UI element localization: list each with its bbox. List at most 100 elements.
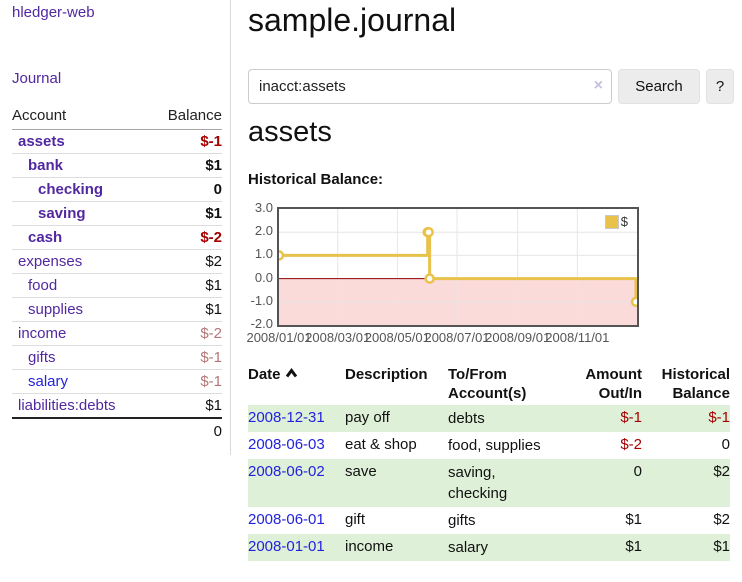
transaction-amount: $-2 <box>620 436 642 453</box>
main-content: sample.journal × Search ? assets Histori… <box>246 0 742 582</box>
search-form: × Search ? <box>248 69 734 104</box>
account-link[interactable]: income <box>18 325 67 342</box>
account-balance: $1 <box>205 301 222 318</box>
transaction-date-link[interactable]: 2008-06-03 <box>248 436 325 453</box>
account-row-food: food $1 <box>12 274 222 298</box>
date-column-header[interactable]: Date <box>248 362 345 405</box>
brand-link[interactable]: hledger-web <box>12 4 95 21</box>
transaction-accounts: saving, checking <box>448 464 508 502</box>
transaction-description: pay off <box>345 409 390 426</box>
account-link[interactable]: checking <box>38 181 104 198</box>
page-title: sample.journal <box>248 2 457 38</box>
sidebar: hledger-web Journal Account Balance asse… <box>0 0 231 455</box>
transaction-accounts: salary <box>448 539 489 556</box>
register-row: 2008-06-03 eat & shop food, supplies $-2… <box>248 432 730 459</box>
account-balance: $1 <box>205 397 222 414</box>
account-heading: assets <box>248 116 332 148</box>
account-row-cash: cash $-2 <box>12 226 222 250</box>
account-tree-table: Account Balance assets $-1 bank $1 check… <box>12 103 222 443</box>
register-table: Date Description To/From Account(s) Amou… <box>248 362 730 561</box>
account-row-saving: saving $1 <box>12 202 222 226</box>
account-link[interactable]: assets <box>18 133 65 150</box>
chart-x-axis: 2008/01/01 2008/03/01 2008/05/01 2008/07/01… <box>246 330 610 345</box>
account-balance: $-1 <box>200 349 222 366</box>
chart-canvas <box>279 209 637 325</box>
account-row-supplies: supplies $1 <box>12 298 222 322</box>
account-balance: $2 <box>205 253 222 270</box>
account-balance: $-1 <box>200 373 222 390</box>
account-link[interactable]: bank <box>28 157 64 174</box>
register-row: 2008-12-31 pay off debts $-1 $-1 <box>248 405 730 432</box>
register-header-row: Date Description To/From Account(s) Amou… <box>248 362 730 405</box>
transaction-description: income <box>345 538 394 555</box>
account-link[interactable]: supplies <box>28 301 84 318</box>
balance-column-header: Balance <box>167 107 222 124</box>
account-row-checking: checking 0 <box>12 178 222 202</box>
account-row-gifts: gifts $-1 <box>12 346 222 370</box>
account-link[interactable]: liabilities:debts <box>18 397 116 414</box>
search-button[interactable]: Search <box>618 69 700 104</box>
account-row-income: income $-2 <box>12 322 222 346</box>
account-balance: $1 <box>205 205 222 222</box>
chart-label: Historical Balance: <box>248 171 384 188</box>
register-row: 2008-06-01 gift gifts $1 $2 <box>248 507 730 534</box>
transaction-amount: $1 <box>625 511 642 528</box>
account-link[interactable]: cash <box>28 229 63 246</box>
transaction-balance: $2 <box>713 511 730 528</box>
account-link[interactable]: gifts <box>28 349 56 366</box>
chart-plot-area: $ <box>277 207 639 327</box>
account-link[interactable]: salary <box>28 373 69 390</box>
transaction-description: save <box>345 463 377 480</box>
transaction-balance: $2 <box>713 463 730 480</box>
account-balance: $1 <box>205 157 222 174</box>
legend-label: $ <box>620 214 628 229</box>
account-balance: $1 <box>205 277 222 294</box>
transaction-date-link[interactable]: 2008-12-31 <box>248 409 325 426</box>
balance-column-header: Historical Balance <box>661 366 730 402</box>
account-balance: $-1 <box>200 133 222 150</box>
accounts-column-header: To/From Account(s) <box>448 366 527 402</box>
transaction-date-link[interactable]: 2008-06-02 <box>248 463 325 480</box>
amount-column-header: Amount Out/In <box>585 366 642 402</box>
transaction-balance: $1 <box>713 538 730 555</box>
transaction-balance: $-1 <box>708 409 730 426</box>
register-row: 2008-06-02 save saving, checking 0 $2 <box>248 459 730 507</box>
account-link[interactable]: saving <box>38 205 86 222</box>
transaction-description: eat & shop <box>345 436 417 453</box>
help-button[interactable]: ? <box>706 69 734 104</box>
accounts-total-value: 0 <box>213 422 222 440</box>
account-row-assets: assets $-1 <box>12 130 222 154</box>
description-column-header: Description <box>345 366 428 383</box>
clear-icon[interactable]: × <box>593 77 603 94</box>
transaction-date-link[interactable]: 2008-06-01 <box>248 511 325 528</box>
account-balance: 0 <box>213 181 222 198</box>
account-link[interactable]: expenses <box>18 253 83 270</box>
account-row-expenses: expenses $2 <box>12 250 222 274</box>
search-input[interactable] <box>248 69 612 104</box>
account-link[interactable]: food <box>28 277 58 294</box>
transaction-date-link[interactable]: 2008-01-01 <box>248 538 325 555</box>
transaction-balance: 0 <box>721 436 730 453</box>
accounts-total-row: 0 <box>12 417 222 443</box>
transaction-accounts: debts <box>448 410 485 427</box>
account-table-header: Account Balance <box>12 103 222 130</box>
account-balance: $-2 <box>200 325 222 342</box>
account-row-liabilities-debts: liabilities:debts $1 <box>12 394 222 417</box>
register-row: 2008-01-01 income salary $1 $1 <box>248 534 730 561</box>
transaction-accounts: food, supplies <box>448 437 541 454</box>
transaction-amount: $-1 <box>620 409 642 426</box>
sort-ascending-icon[interactable] <box>285 365 298 384</box>
account-column-header: Account <box>12 107 67 124</box>
transaction-amount: $1 <box>625 538 642 555</box>
chart-legend: $ <box>603 214 629 229</box>
account-row-bank: bank $1 <box>12 154 222 178</box>
transaction-accounts: gifts <box>448 512 476 529</box>
account-row-salary: salary $-1 <box>12 370 222 394</box>
account-balance: $-2 <box>200 229 222 246</box>
transaction-description: gift <box>345 511 366 528</box>
sidebar-item-journal[interactable]: Journal <box>12 70 62 87</box>
transaction-amount: 0 <box>633 463 642 480</box>
search-input-wrap: × <box>248 69 612 104</box>
historical-balance-chart: 3.0 2.0 1.0 0.0 -1.0 -2.0 $ 2008/01/01 2008/03… <box>246 200 742 348</box>
legend-swatch-icon <box>604 214 619 229</box>
